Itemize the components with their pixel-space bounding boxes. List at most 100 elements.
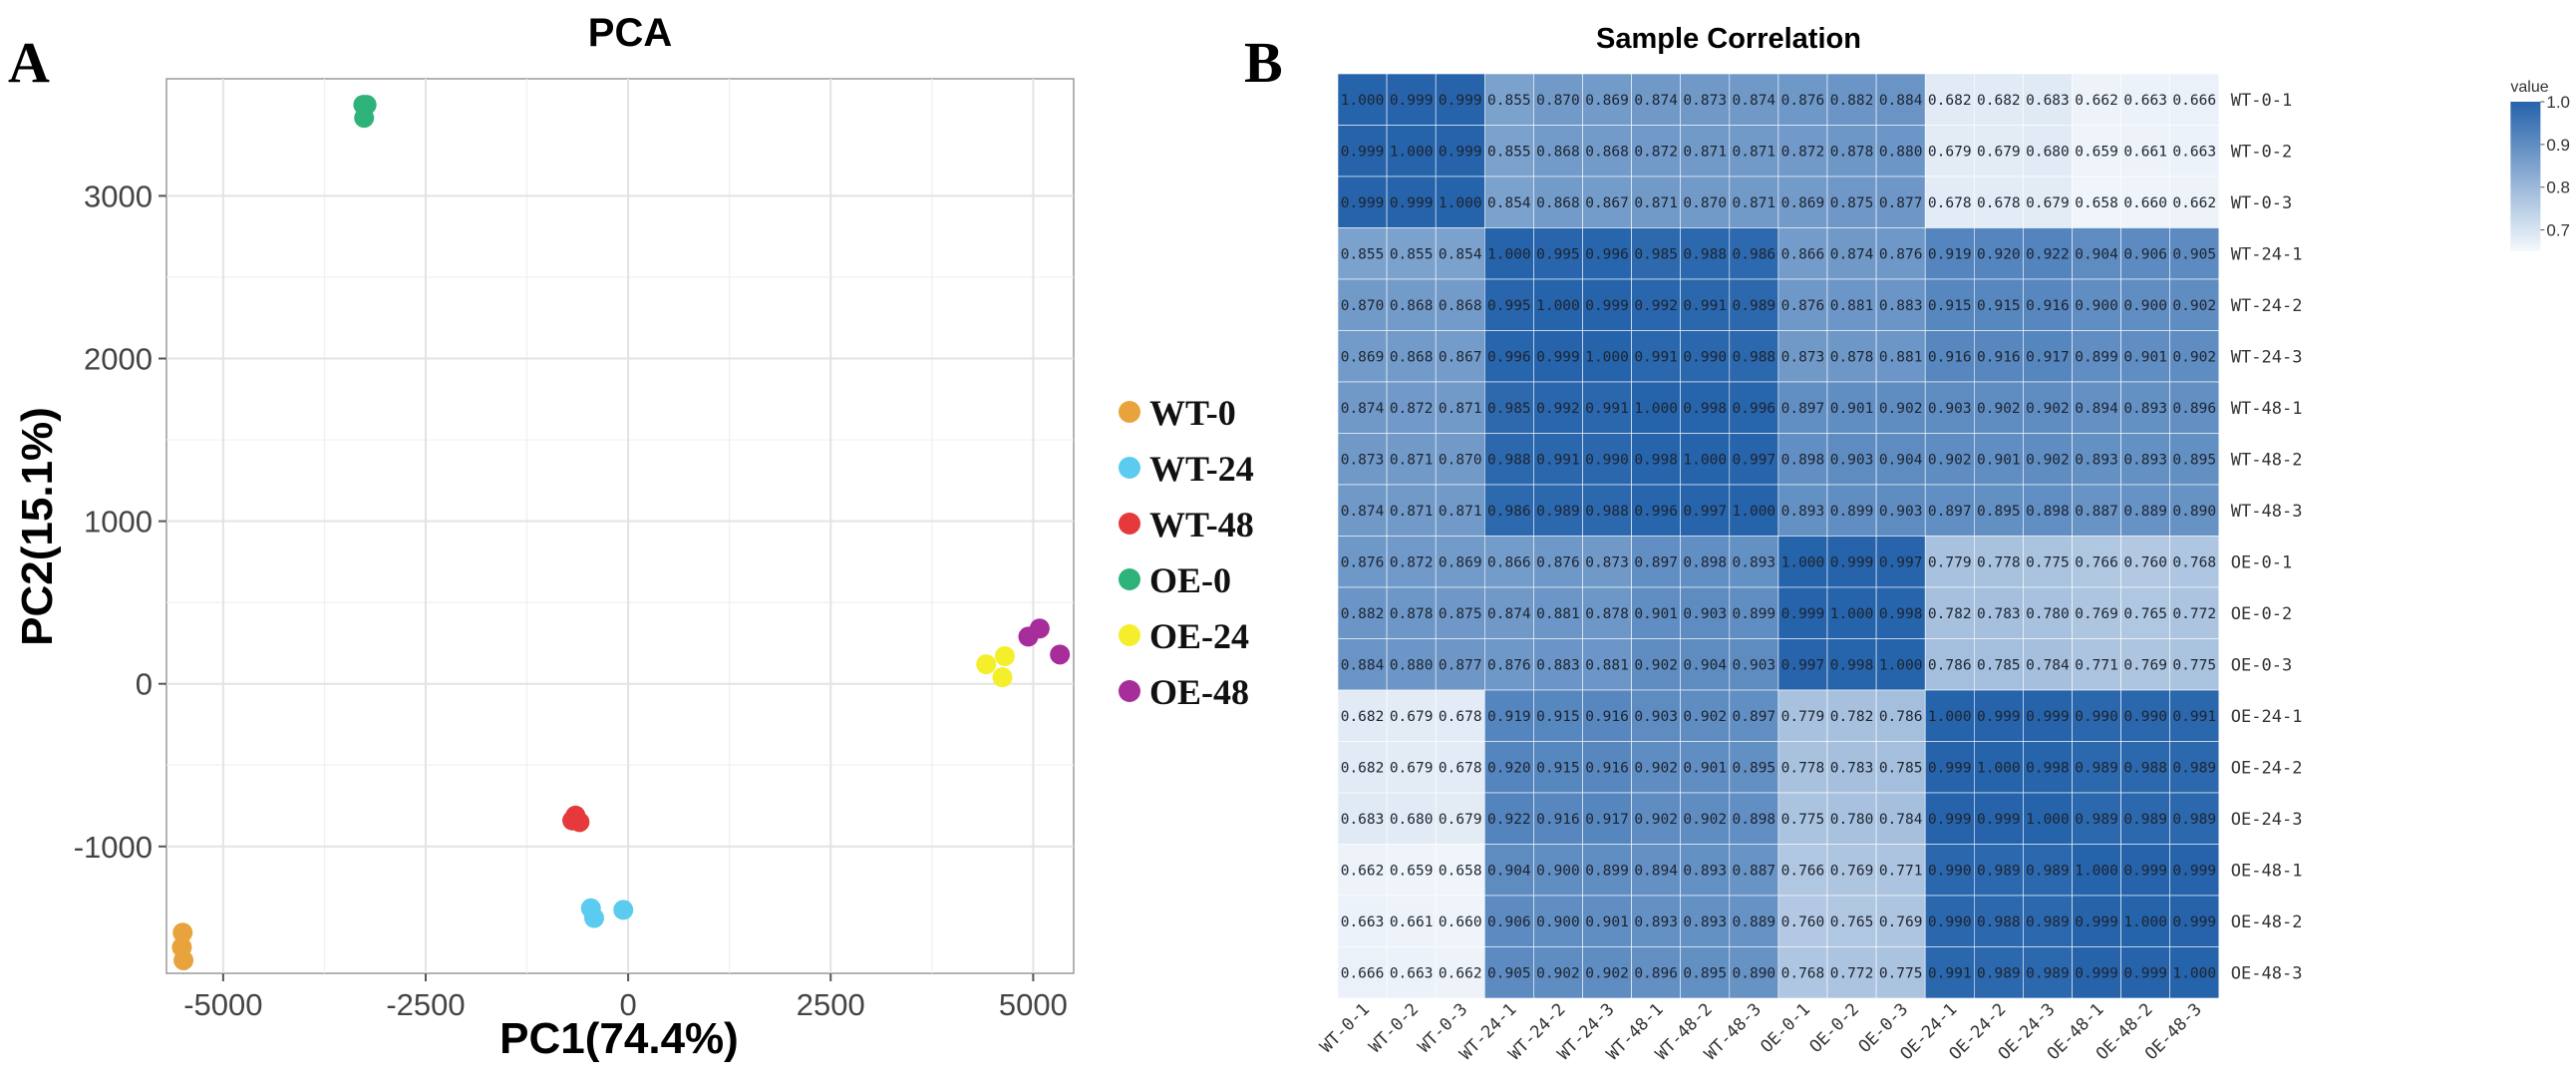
heatmap-cell bbox=[1826, 895, 1877, 947]
heatmap-cell-value: 0.782 bbox=[1830, 709, 1874, 725]
heatmap-cell bbox=[2169, 844, 2220, 897]
heatmap-cell bbox=[1484, 176, 1534, 228]
heatmap-cell bbox=[1826, 176, 1877, 228]
heatmap-cell-value: 0.895 bbox=[1977, 504, 2021, 520]
heatmap-cell-value: 0.679 bbox=[1977, 144, 2021, 160]
heatmap-cell-value: 0.998 bbox=[1830, 657, 1874, 673]
heatmap-cell bbox=[1337, 330, 1388, 383]
heatmap-cell-value: 0.986 bbox=[1733, 246, 1776, 262]
heatmap-cell-value: 0.890 bbox=[2172, 504, 2216, 520]
heatmap-cell bbox=[2169, 536, 2220, 588]
heatmap-cell bbox=[1386, 895, 1437, 947]
heatmap-column-label: WT-0-2 bbox=[1366, 999, 1424, 1057]
heatmap-cell-value: 1.000 bbox=[1341, 93, 1385, 109]
heatmap-cell-value: 0.997 bbox=[1683, 504, 1727, 520]
legend-label-wt-24: WT-24 bbox=[1149, 449, 1254, 489]
heatmap-cell-value: 0.765 bbox=[1830, 914, 1874, 930]
legend-label-oe-48: OE-48 bbox=[1149, 672, 1249, 712]
heatmap-cell-value: 0.999 bbox=[1977, 709, 2021, 725]
heatmap-cell-value: 0.893 bbox=[1781, 504, 1825, 520]
heatmap-cell-value: 0.870 bbox=[1683, 195, 1727, 211]
heatmap-cell-value: 0.919 bbox=[1928, 246, 1972, 262]
heatmap-cell bbox=[2169, 176, 2220, 228]
heatmap-cell bbox=[1974, 946, 2024, 999]
heatmap-cell-value: 0.779 bbox=[1928, 554, 1972, 570]
heatmap-cell-value: 0.775 bbox=[2026, 554, 2070, 570]
heatmap-cell-value: 0.999 bbox=[1439, 93, 1482, 109]
heatmap-row-label: OE-48-2 bbox=[2231, 912, 2303, 932]
heatmap-cell-value: 0.873 bbox=[1341, 452, 1385, 468]
heatmap-cell-value: 0.897 bbox=[1634, 554, 1678, 570]
heatmap-cell bbox=[1337, 586, 1388, 639]
heatmap-cell-value: 0.985 bbox=[1487, 401, 1531, 417]
heatmap-cell-value: 0.998 bbox=[2026, 760, 2070, 776]
heatmap-cell bbox=[1875, 895, 1926, 947]
heatmap-cell bbox=[1826, 844, 1877, 897]
heatmap-cell bbox=[2023, 227, 2073, 280]
heatmap-cell bbox=[1729, 227, 1779, 280]
heatmap-cell bbox=[1631, 741, 1681, 794]
heatmap-cell bbox=[1631, 689, 1681, 742]
pca-x-tick-label: 5000 bbox=[999, 987, 1068, 1022]
heatmap-cell-value: 0.899 bbox=[1733, 606, 1776, 622]
heatmap-cell-value: 0.872 bbox=[1390, 401, 1434, 417]
heatmap-cell bbox=[2072, 638, 2121, 691]
heatmap-cell-value: 0.870 bbox=[1439, 452, 1482, 468]
legend-swatch-oe-24 bbox=[1119, 624, 1140, 646]
heatmap-cell-value: 0.998 bbox=[1683, 401, 1727, 417]
pca-y-tick-label: 2000 bbox=[84, 342, 153, 377]
heatmap-cell bbox=[1680, 330, 1731, 383]
heatmap-cell bbox=[2023, 176, 2073, 228]
heatmap-cell-value: 0.868 bbox=[1536, 195, 1580, 211]
heatmap-cell bbox=[1533, 176, 1583, 228]
heatmap-cells: 1.000 0.999 0.999 0.855 0.870 0.869 0.874 0.873… bbox=[1337, 73, 2220, 999]
heatmap-cell bbox=[1924, 484, 1975, 537]
heatmap-cell bbox=[1974, 741, 2024, 794]
pca-point-wt-24 bbox=[584, 907, 604, 928]
heatmap-cell-value: 0.917 bbox=[2026, 349, 2070, 365]
heatmap-cell bbox=[1582, 946, 1632, 999]
heatmap-cell-value: 0.881 bbox=[1536, 606, 1580, 622]
heatmap-cell-value: 0.990 bbox=[1683, 349, 1727, 365]
heatmap-cell bbox=[1582, 586, 1632, 639]
legend-swatch-wt-48 bbox=[1119, 513, 1140, 535]
heatmap-cell-value: 0.895 bbox=[1683, 965, 1727, 981]
heatmap-cell bbox=[1582, 176, 1632, 228]
heatmap-cell-value: 0.897 bbox=[1781, 401, 1825, 417]
heatmap-cell bbox=[1337, 381, 1388, 434]
heatmap-row-label: OE-0-3 bbox=[2231, 655, 2292, 675]
heatmap-cell bbox=[1974, 586, 2024, 639]
heatmap-cell-value: 0.901 bbox=[1683, 760, 1727, 776]
heatmap-cell bbox=[1337, 895, 1388, 947]
heatmap-cell-value: 0.999 bbox=[1928, 760, 1972, 776]
heatmap-cell bbox=[2120, 536, 2171, 588]
colorbar-tick-label: 0.7 bbox=[2546, 221, 2570, 240]
heatmap-cell-value: 0.989 bbox=[1977, 863, 2021, 879]
heatmap-cell-value: 0.766 bbox=[2075, 554, 2118, 570]
heatmap-cell bbox=[1435, 792, 1485, 845]
heatmap-cell-value: 0.663 bbox=[1341, 914, 1385, 930]
heatmap-cell bbox=[1484, 536, 1534, 588]
heatmap-cell-value: 0.874 bbox=[1341, 401, 1385, 417]
heatmap-cell bbox=[2169, 125, 2220, 178]
heatmap-cell bbox=[2120, 946, 2171, 999]
heatmap-cell bbox=[1484, 484, 1534, 537]
heatmap-cell-value: 0.902 bbox=[2026, 401, 2070, 417]
heatmap-cell bbox=[1582, 227, 1632, 280]
heatmap-cell bbox=[2072, 946, 2121, 999]
heatmap-cell-value: 0.903 bbox=[1830, 452, 1874, 468]
heatmap-cell bbox=[2169, 895, 2220, 947]
heatmap-cell-value: 0.662 bbox=[2075, 93, 2118, 109]
heatmap-cell-value: 0.999 bbox=[1390, 195, 1434, 211]
pca-point-wt-24 bbox=[613, 900, 634, 920]
heatmap-row-label: OE-24-1 bbox=[2231, 707, 2303, 727]
heatmap-cell-value: 0.679 bbox=[1390, 709, 1434, 725]
heatmap-cell-value: 0.901 bbox=[1830, 401, 1874, 417]
heatmap-cell-value: 0.996 bbox=[1733, 401, 1776, 417]
heatmap-cell bbox=[2120, 176, 2171, 228]
heatmap-cell bbox=[1582, 73, 1632, 126]
heatmap-cell bbox=[1826, 586, 1877, 639]
heatmap-cell-value: 0.882 bbox=[1341, 606, 1385, 622]
heatmap-cell bbox=[1484, 381, 1534, 434]
heatmap-cell-value: 0.760 bbox=[1781, 914, 1825, 930]
